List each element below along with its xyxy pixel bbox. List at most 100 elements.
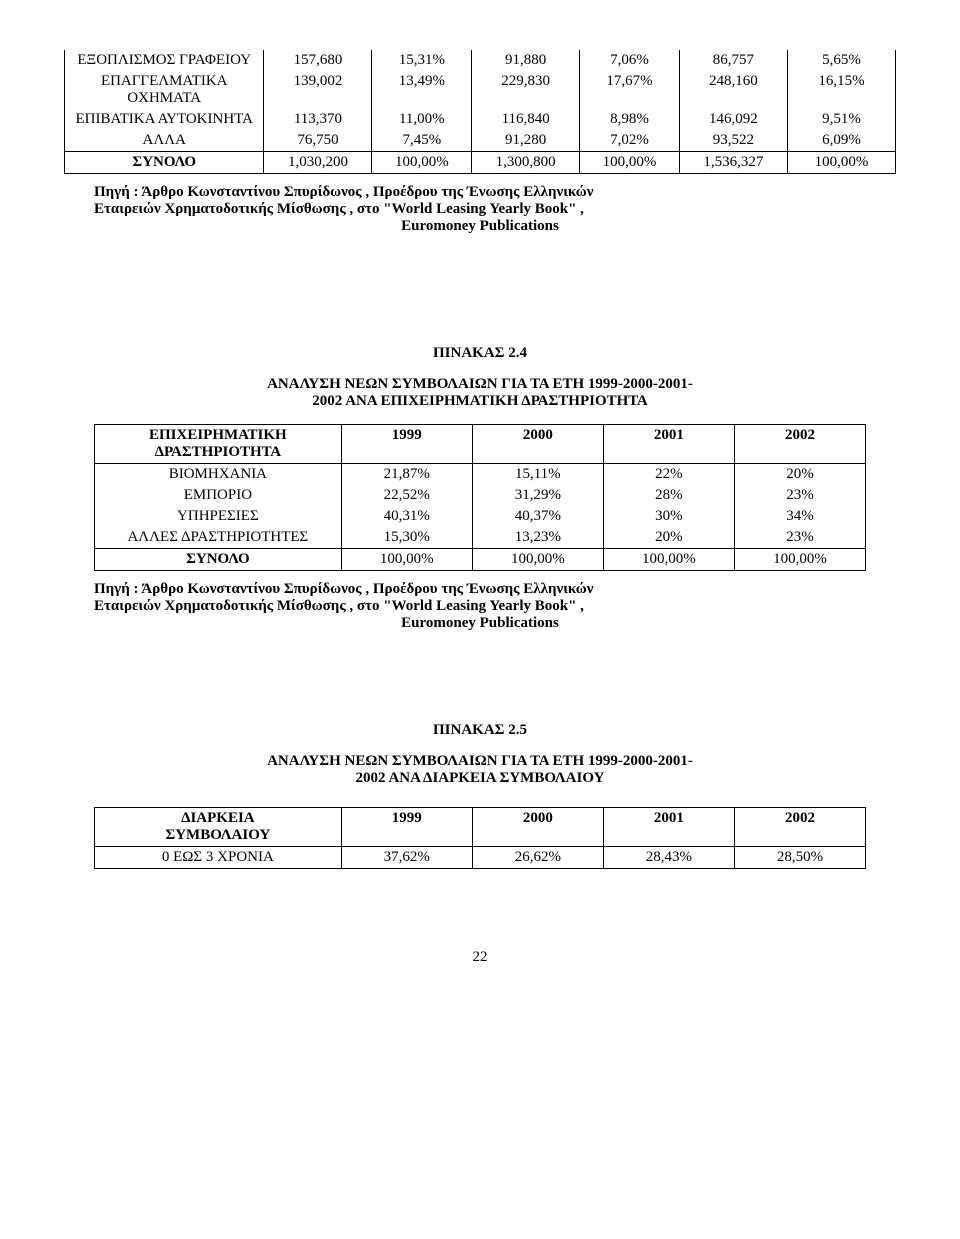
source-line: Εταιρειών Χρηματοδοτικής Μίσθωσης , στο … bbox=[94, 201, 866, 218]
col-header: 2002 bbox=[734, 425, 865, 464]
table-total-row: ΣΥΝΟΛΟ 1,030,200 100,00% 1,300,800 100,0… bbox=[65, 152, 896, 174]
cell: 40,31% bbox=[341, 506, 472, 527]
cell: 7,02% bbox=[580, 130, 680, 152]
table-3-heading: ΠΙΝΑΚΑΣ 2.5 bbox=[64, 722, 896, 739]
cell: 37,62% bbox=[341, 847, 472, 869]
cell: 20% bbox=[734, 464, 865, 486]
cell: 21,87% bbox=[341, 464, 472, 486]
row-label: ΒΙΟΜΗΧΑΝΙΑ bbox=[95, 464, 342, 486]
cell: 15,31% bbox=[372, 50, 472, 71]
cell: 16,15% bbox=[787, 71, 895, 109]
cell: 100,00% bbox=[580, 152, 680, 174]
cell: 100,00% bbox=[734, 549, 865, 571]
table-3-subheading: ΑΝΑΛΥΣΗ ΝΕΩΝ ΣΥΜΒΟΛΑΙΩΝ ΓΙΑ ΤΑ ΕΤΗ 1999-… bbox=[124, 753, 836, 787]
cell: 100,00% bbox=[603, 549, 734, 571]
cell: 248,160 bbox=[679, 71, 787, 109]
cell: 1,536,327 bbox=[679, 152, 787, 174]
cell: 34% bbox=[734, 506, 865, 527]
cell: 40,37% bbox=[472, 506, 603, 527]
cell: 13,23% bbox=[472, 527, 603, 549]
row-label: ΣΥΝΟΛΟ bbox=[65, 152, 264, 174]
row-label: ΥΠΗΡΕΣΙΕΣ bbox=[95, 506, 342, 527]
cell: 146,092 bbox=[679, 109, 787, 130]
cell: 139,002 bbox=[264, 71, 372, 109]
table-row: ΕΞΟΠΛΙΣΜΟΣ ΓΡΑΦΕΙΟΥ 157,680 15,31% 91,88… bbox=[65, 50, 896, 71]
table-2: ΕΠΙΧΕΙΡΗΜΑΤΙΚΗ ΔΡΑΣΤΗΡΙΟΤΗΤΑ 1999 2000 2… bbox=[94, 424, 866, 571]
table-2-heading: ΠΙΝΑΚΑΣ 2.4 bbox=[64, 345, 896, 362]
table-1: ΕΞΟΠΛΙΣΜΟΣ ΓΡΑΦΕΙΟΥ 157,680 15,31% 91,88… bbox=[64, 50, 896, 174]
source-line: Πηγή : Άρθρο Κωνσταντίνου Σπυρίδωνος , Π… bbox=[94, 184, 866, 201]
cell: 15,30% bbox=[341, 527, 472, 549]
cell: 22% bbox=[603, 464, 734, 486]
subheading-line: ΑΝΑΛΥΣΗ ΝΕΩΝ ΣΥΜΒΟΛΑΙΩΝ ΓΙΑ ΤΑ ΕΤΗ 1999-… bbox=[124, 753, 836, 770]
table-row: ΕΠΑΓΓΕΛΜΑΤΙΚΑ ΟΧΗΜΑΤΑ 139,002 13,49% 229… bbox=[65, 71, 896, 109]
cell: 28,50% bbox=[734, 847, 865, 869]
page-number: 22 bbox=[64, 949, 896, 966]
col-header: 1999 bbox=[341, 425, 472, 464]
table-row: ΒΙΟΜΗΧΑΝΙΑ 21,87% 15,11% 22% 20% bbox=[95, 464, 866, 486]
table-2-subheading: ΑΝΑΛΥΣΗ ΝΕΩΝ ΣΥΜΒΟΛΑΙΩΝ ΓΙΑ ΤΑ ΕΤΗ 1999-… bbox=[124, 376, 836, 410]
cell: 7,45% bbox=[372, 130, 472, 152]
source-citation-1: Πηγή : Άρθρο Κωνσταντίνου Σπυρίδωνος , Π… bbox=[94, 184, 866, 235]
cell: 7,06% bbox=[580, 50, 680, 71]
cell: 100,00% bbox=[472, 549, 603, 571]
col-header: ΕΠΙΧΕΙΡΗΜΑΤΙΚΗ ΔΡΑΣΤΗΡΙΟΤΗΤΑ bbox=[95, 425, 342, 464]
table-row: ΕΠΙΒΑΤΙΚΑ ΑΥΤΟΚΙΝΗΤΑ 113,370 11,00% 116,… bbox=[65, 109, 896, 130]
subheading-line: 2002 ΑΝΑ ΔΙΑΡΚΕΙΑ ΣΥΜΒΟΛΑΙΟΥ bbox=[124, 770, 836, 787]
cell: 93,522 bbox=[679, 130, 787, 152]
cell: 76,750 bbox=[264, 130, 372, 152]
cell: 113,370 bbox=[264, 109, 372, 130]
cell: 116,840 bbox=[472, 109, 580, 130]
subheading-line: ΑΝΑΛΥΣΗ ΝΕΩΝ ΣΥΜΒΟΛΑΙΩΝ ΓΙΑ ΤΑ ΕΤΗ 1999-… bbox=[124, 376, 836, 393]
cell: 11,00% bbox=[372, 109, 472, 130]
cell: 229,830 bbox=[472, 71, 580, 109]
cell: 15,11% bbox=[472, 464, 603, 486]
col-header: ΔΙΑΡΚΕΙΑ ΣΥΜΒΟΛΑΙΟΥ bbox=[95, 808, 342, 847]
subheading-line: 2002 ΑΝΑ ΕΠΙΧΕΙΡΗΜΑΤΙΚΗ ΔΡΑΣΤΗΡΙΟΤΗΤΑ bbox=[124, 393, 836, 410]
cell: 6,09% bbox=[787, 130, 895, 152]
cell: 91,880 bbox=[472, 50, 580, 71]
cell: 23% bbox=[734, 485, 865, 506]
table-row: ΥΠΗΡΕΣΙΕΣ 40,31% 40,37% 30% 34% bbox=[95, 506, 866, 527]
cell: 157,680 bbox=[264, 50, 372, 71]
cell: 31,29% bbox=[472, 485, 603, 506]
cell: 9,51% bbox=[787, 109, 895, 130]
source-line: Euromoney Publications bbox=[94, 218, 866, 235]
row-label: ΕΠΙΒΑΤΙΚΑ ΑΥΤΟΚΙΝΗΤΑ bbox=[65, 109, 264, 130]
cell: 28,43% bbox=[603, 847, 734, 869]
table-3: ΔΙΑΡΚΕΙΑ ΣΥΜΒΟΛΑΙΟΥ 1999 2000 2001 2002 … bbox=[94, 807, 866, 869]
col-header: 2001 bbox=[603, 808, 734, 847]
table-header-row: ΕΠΙΧΕΙΡΗΜΑΤΙΚΗ ΔΡΑΣΤΗΡΙΟΤΗΤΑ 1999 2000 2… bbox=[95, 425, 866, 464]
source-line: Πηγή : Άρθρο Κωνσταντίνου Σπυρίδωνος , Π… bbox=[94, 581, 866, 598]
cell: 100,00% bbox=[341, 549, 472, 571]
table-header-row: ΔΙΑΡΚΕΙΑ ΣΥΜΒΟΛΑΙΟΥ 1999 2000 2001 2002 bbox=[95, 808, 866, 847]
row-label: ΣΥΝΟΛΟ bbox=[95, 549, 342, 571]
cell: 86,757 bbox=[679, 50, 787, 71]
col-header: 1999 bbox=[341, 808, 472, 847]
cell: 22,52% bbox=[341, 485, 472, 506]
source-line: Εταιρειών Χρηματοδοτικής Μίσθωσης , στο … bbox=[94, 598, 866, 615]
cell: 100,00% bbox=[787, 152, 895, 174]
cell: 17,67% bbox=[580, 71, 680, 109]
table-row: ΑΛΛΕΣ ΔΡΑΣΤΗΡΙΟΤΗΤΕΣ 15,30% 13,23% 20% 2… bbox=[95, 527, 866, 549]
cell: 100,00% bbox=[372, 152, 472, 174]
table-total-row: ΣΥΝΟΛΟ 100,00% 100,00% 100,00% 100,00% bbox=[95, 549, 866, 571]
cell: 5,65% bbox=[787, 50, 895, 71]
cell: 1,030,200 bbox=[264, 152, 372, 174]
cell: 1,300,800 bbox=[472, 152, 580, 174]
source-line: Euromoney Publications bbox=[94, 615, 866, 632]
cell: 91,280 bbox=[472, 130, 580, 152]
row-label: ΕΞΟΠΛΙΣΜΟΣ ΓΡΑΦΕΙΟΥ bbox=[65, 50, 264, 71]
row-label: ΕΜΠΟΡΙΟ bbox=[95, 485, 342, 506]
table-row: ΑΛΛΑ 76,750 7,45% 91,280 7,02% 93,522 6,… bbox=[65, 130, 896, 152]
table-row: ΕΜΠΟΡΙΟ 22,52% 31,29% 28% 23% bbox=[95, 485, 866, 506]
cell: 30% bbox=[603, 506, 734, 527]
row-label: ΑΛΛΑ bbox=[65, 130, 264, 152]
row-label: 0 ΕΩΣ 3 ΧΡΟΝΙΑ bbox=[95, 847, 342, 869]
col-header: 2001 bbox=[603, 425, 734, 464]
source-citation-2: Πηγή : Άρθρο Κωνσταντίνου Σπυρίδωνος , Π… bbox=[94, 581, 866, 632]
col-header: 2000 bbox=[472, 808, 603, 847]
cell: 20% bbox=[603, 527, 734, 549]
row-label: ΕΠΑΓΓΕΛΜΑΤΙΚΑ ΟΧΗΜΑΤΑ bbox=[65, 71, 264, 109]
cell: 13,49% bbox=[372, 71, 472, 109]
